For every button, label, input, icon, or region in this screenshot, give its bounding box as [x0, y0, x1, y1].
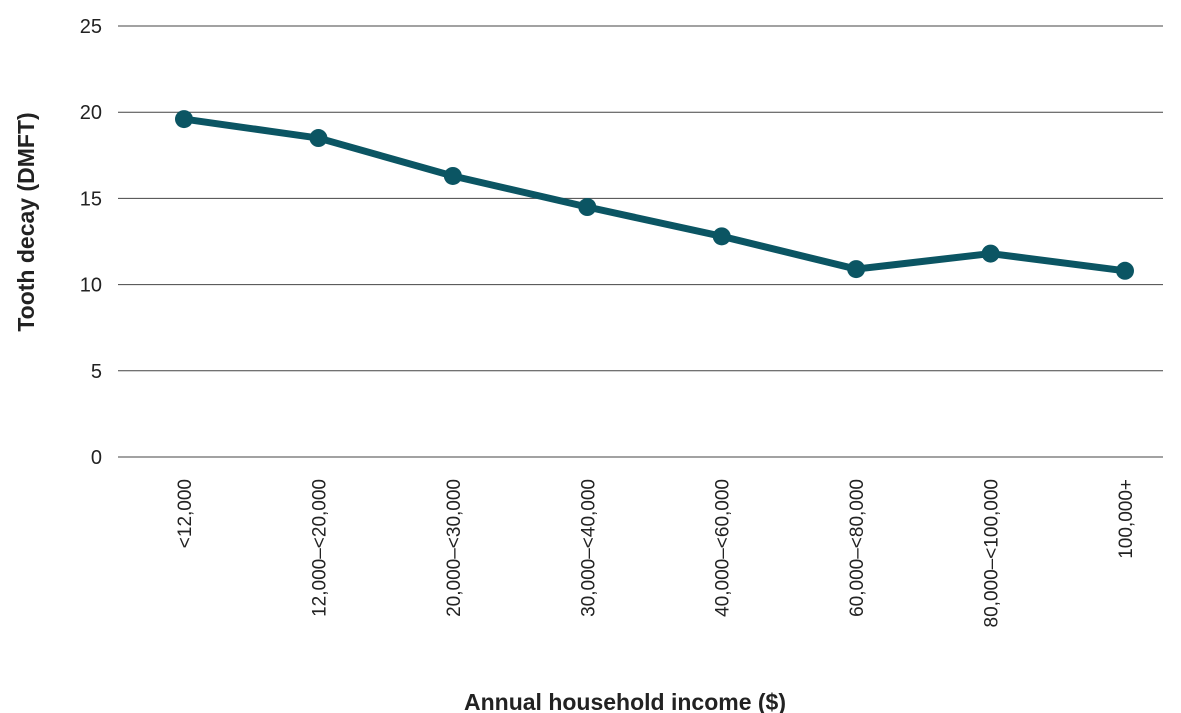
y-tick-label: 0	[91, 447, 102, 469]
data-point	[847, 260, 866, 279]
data-point	[712, 227, 731, 246]
y-tick-label: 15	[80, 188, 102, 210]
x-tick-label: 20,000–<30,000	[444, 479, 465, 617]
x-tick-label: 12,000–<20,000	[309, 479, 330, 617]
y-tick-label: 10	[80, 275, 102, 297]
data-point	[443, 166, 462, 185]
x-tick-label: <12,000	[175, 479, 196, 548]
data-point	[309, 129, 328, 148]
gridlines	[118, 25, 1163, 458]
data-point	[175, 110, 193, 129]
x-tick-label: 40,000–<60,000	[713, 479, 734, 617]
y-tick-label: 5	[91, 361, 102, 383]
y-tick-label: 20	[80, 102, 102, 124]
x-tick-label: 30,000–<40,000	[578, 479, 599, 617]
x-tick-label: 80,000–<100,000	[982, 479, 1003, 627]
y-tick-labels: 0 5 10 15 20 25	[80, 16, 102, 469]
x-tick-labels: <12,000 12,000–<20,000 20,000–<30,000 30,00…	[175, 479, 1137, 627]
x-tick-label: 60,000–<80,000	[847, 479, 868, 617]
data-point	[578, 198, 597, 217]
data-point	[1116, 261, 1134, 280]
y-axis-title: Tooth decay (DMFT)	[13, 112, 39, 331]
y-tick-label: 25	[80, 16, 102, 38]
x-tick-label: 100,000+	[1116, 479, 1137, 559]
series-line	[180, 115, 1129, 275]
data-point	[981, 244, 1000, 263]
data-series	[175, 110, 1134, 280]
x-axis-title: Annual household income ($)	[464, 689, 786, 713]
